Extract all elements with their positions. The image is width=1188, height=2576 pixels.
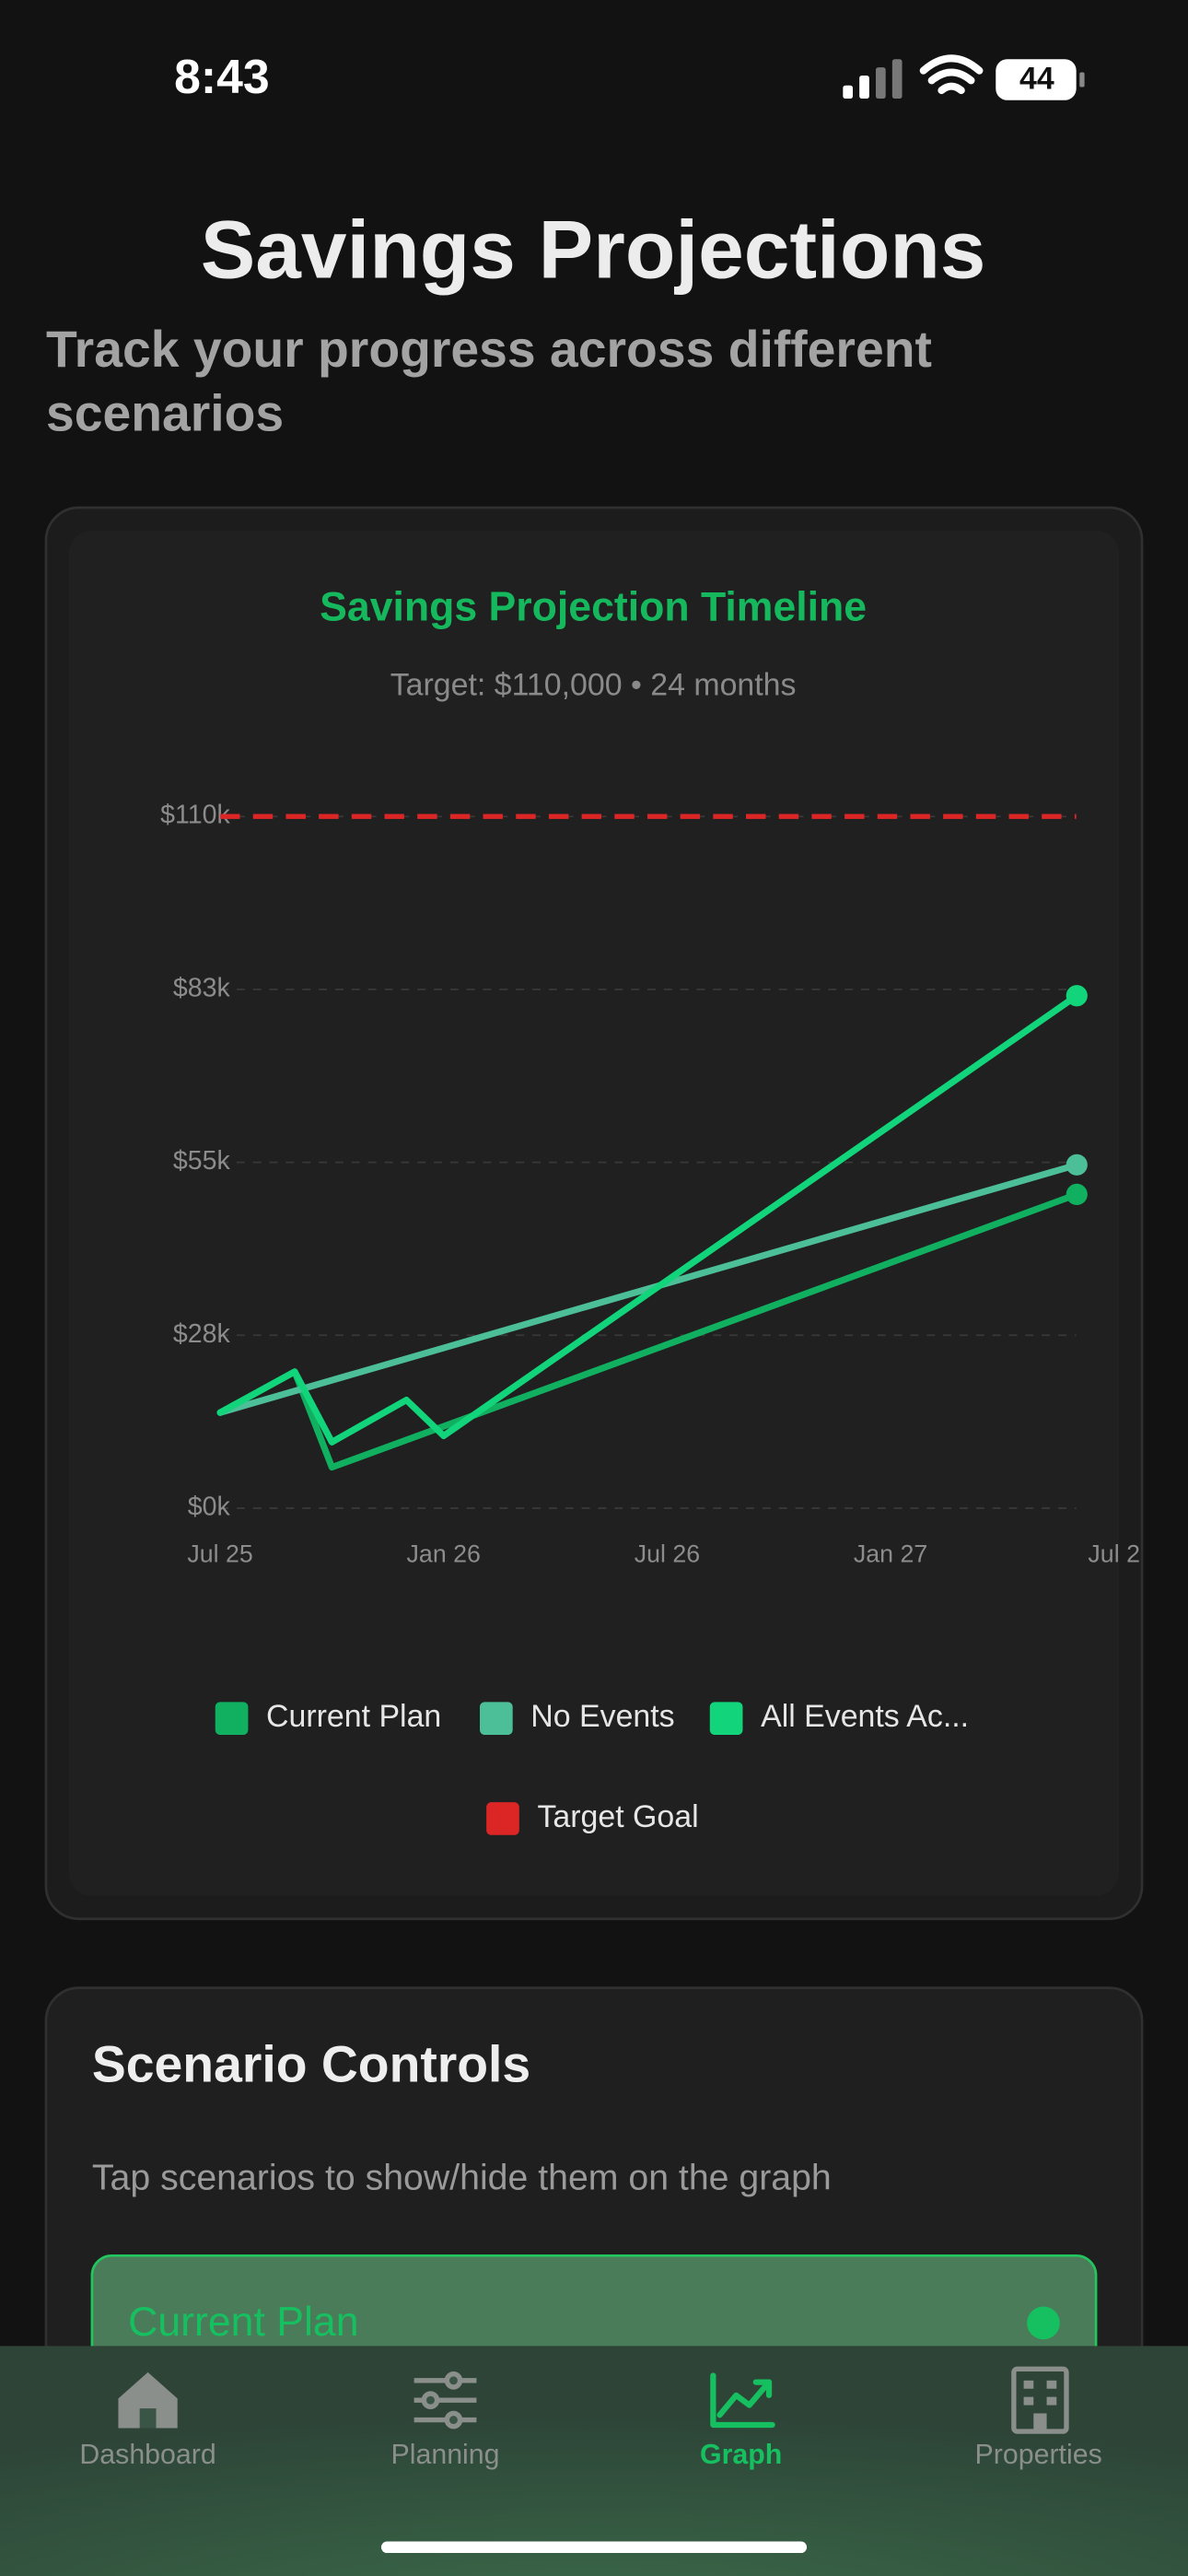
battery-icon <box>996 59 1077 100</box>
signal-icon <box>843 59 903 99</box>
y-tick-label: $83k <box>173 973 231 1002</box>
series-line <box>216 1161 1080 1416</box>
end-point <box>1066 985 1088 1007</box>
series-line <box>216 992 1080 1446</box>
tab-label[interactable]: Planning <box>391 2440 500 2470</box>
chart-title: Savings Projection Timeline <box>320 584 867 629</box>
x-tick-label: Jan 26 <box>407 1540 481 1568</box>
tab-bar <box>0 2346 1188 2576</box>
graph-icon[interactable] <box>710 2372 775 2429</box>
x-tick-label: Jan 27 <box>854 1540 927 1568</box>
legend-label: No Events <box>530 1699 674 1734</box>
legend: Current Plan No Events All Events Ac... Tar… <box>215 1699 969 1835</box>
y-tick-label: $55k <box>173 1146 231 1176</box>
x-tick-label: Jul 2 <box>1088 1540 1140 1568</box>
dashboard-icon[interactable] <box>118 2371 178 2429</box>
legend-label: Current Plan <box>266 1699 441 1734</box>
tab-label[interactable]: Graph <box>700 2440 782 2470</box>
dashboard-icon-door <box>139 2408 157 2429</box>
x-tick-label: Jul 25 <box>187 1540 252 1568</box>
page-subtitle: Track your progress across different <box>46 321 932 378</box>
plot: $0k $28k $55k $83k $110k Jul 25 Jan 26 Jul 26 Ja… <box>160 801 1140 1568</box>
battery-tip <box>1079 72 1085 88</box>
controls-hint: Tap scenarios to show/hide them on the g… <box>92 2158 832 2198</box>
page-title: Savings Projections <box>201 204 986 296</box>
tab-label[interactable]: Dashboard <box>79 2440 215 2470</box>
page-subtitle: scenarios <box>46 385 284 442</box>
legend-swatch <box>709 1702 743 1736</box>
x-tick-label: Jul 26 <box>635 1540 700 1568</box>
legend-label: Target Goal <box>537 1799 698 1834</box>
end-point <box>1066 1153 1088 1176</box>
scenario-label[interactable]: Current Plan <box>128 2300 358 2345</box>
scenario-indicator <box>1027 2306 1060 2340</box>
legend-swatch <box>486 1802 519 1835</box>
y-tick-label: $110k <box>160 801 230 830</box>
chart-panel <box>68 530 1120 1896</box>
end-point <box>1066 1183 1088 1205</box>
y-tick-label: $0k <box>188 1492 231 1521</box>
wifi-icon <box>919 54 984 95</box>
planning-icon[interactable] <box>413 2371 477 2430</box>
properties-icon[interactable] <box>1011 2366 1069 2434</box>
clock: 8:43 <box>174 50 270 103</box>
tab-items: Dashboard Planning Graph Properties <box>79 2440 1101 2470</box>
legend-swatch <box>215 1702 249 1736</box>
legend-swatch <box>479 1702 513 1736</box>
home-indicator <box>380 2541 808 2554</box>
chart-subtitle: Target: $110,000 • 24 months <box>390 667 797 702</box>
tab-label[interactable]: Properties <box>975 2440 1102 2470</box>
controls-title: Scenario Controls <box>92 2036 530 2093</box>
y-tick-label: $28k <box>173 1319 231 1349</box>
legend-label: All Events Ac... <box>761 1699 969 1734</box>
battery-level: 44 <box>1019 61 1054 96</box>
